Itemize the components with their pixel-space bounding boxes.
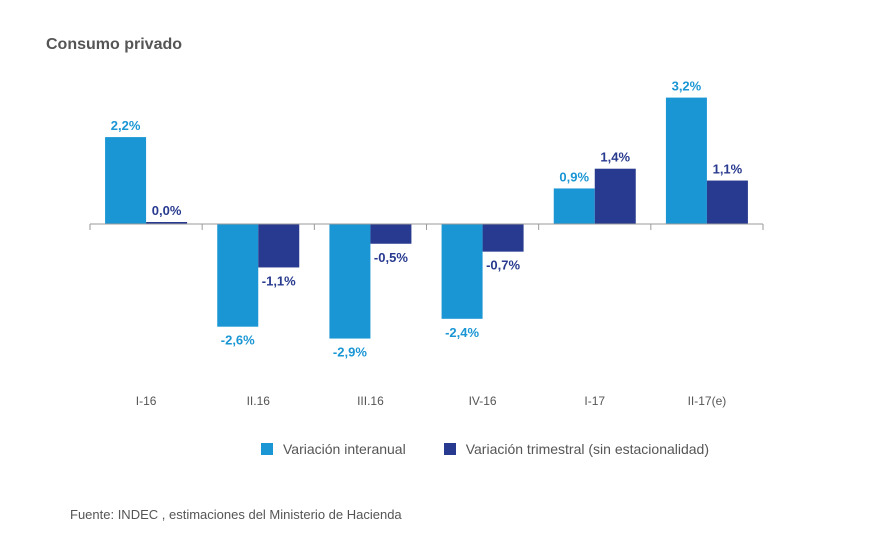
bar-0-2 — [329, 224, 371, 339]
data-label-0-0: 2,2% — [111, 118, 141, 133]
data-label-0-3: -2,4% — [445, 325, 479, 340]
data-label-1-3: -0,7% — [486, 258, 520, 273]
bar-1-3 — [482, 224, 524, 252]
bar-0-3 — [441, 224, 483, 319]
legend-swatch-interanual — [261, 443, 273, 455]
bar-1-1 — [258, 224, 300, 268]
legend-item-interanual: Variación interanual — [261, 441, 406, 457]
data-label-1-4: 1,4% — [600, 150, 630, 165]
data-label-1-1: -1,1% — [262, 273, 296, 288]
data-label-0-4: 0,9% — [559, 169, 589, 184]
chart-title: Consumo privado — [46, 36, 183, 53]
bar-0-4 — [553, 188, 595, 224]
bar-0-5 — [665, 97, 707, 224]
x-tick-label-3: IV-16 — [469, 394, 497, 408]
legend-label-trimestral: Variación trimestral (sin estacionalidad… — [465, 441, 710, 457]
source-note: Fuente: INDEC , estimaciones del Ministe… — [70, 507, 402, 522]
bar-1-4 — [594, 168, 636, 224]
data-label-1-0: 0,0% — [152, 203, 182, 218]
data-label-0-5: 3,2% — [672, 79, 702, 94]
bar-1-2 — [370, 224, 412, 244]
data-label-0-2: -2,9% — [333, 345, 367, 360]
legend-label-interanual: Variación interanual — [283, 441, 406, 457]
legend-swatch-trimestral — [443, 443, 456, 455]
x-tick-label-4: I-17 — [584, 394, 605, 408]
data-label-1-2: -0,5% — [374, 250, 408, 265]
legend: Variación interanual Variación trimestra… — [261, 441, 747, 457]
x-tick-label-1: II.16 — [247, 394, 271, 408]
bar-1-5 — [706, 180, 748, 224]
bar-1-0 — [146, 222, 188, 224]
data-label-1-5: 1,1% — [713, 162, 743, 177]
legend-item-trimestral: Variación trimestral (sin estacionalidad… — [443, 441, 710, 457]
x-tick-label-0: I-16 — [136, 394, 157, 408]
bar-0-1 — [217, 224, 259, 327]
data-label-0-1: -2,6% — [221, 333, 255, 348]
bar-0-0 — [105, 137, 147, 224]
x-tick-label-2: III.16 — [357, 394, 384, 408]
x-tick-label-5: II-17(e) — [688, 394, 727, 408]
